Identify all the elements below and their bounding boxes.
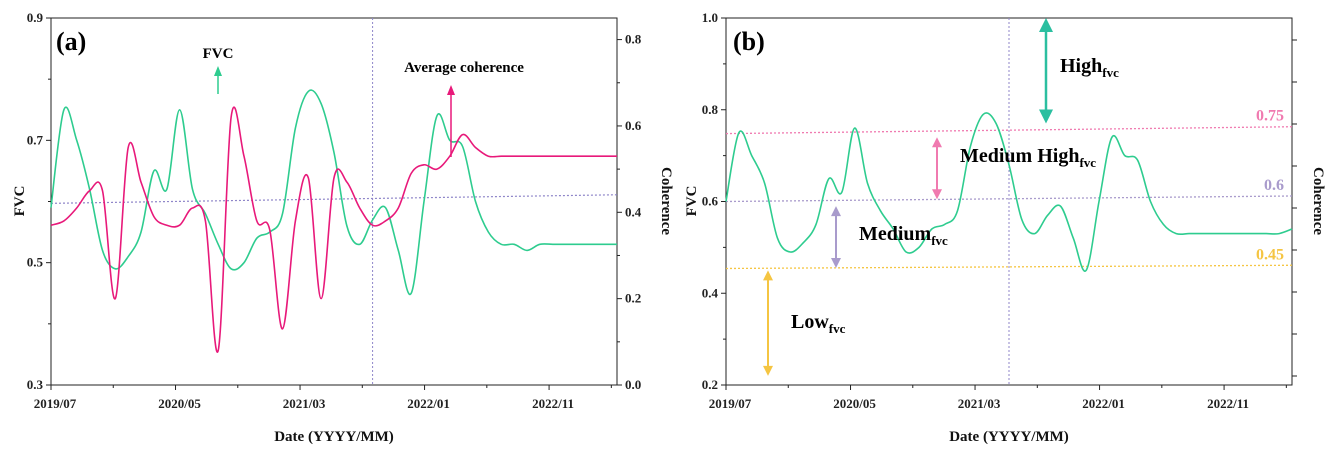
panel-b-y-ticks: 0.2 0.4 0.6 0.8 1.0 (702, 10, 726, 392)
y-tick-label: 0.8 (702, 102, 719, 117)
x-tick-label: 2021/03 (283, 396, 326, 411)
panel-b-y2-label: Coherence (1310, 167, 1326, 235)
x-tick-label: 2022/01 (407, 396, 450, 411)
threshold-label: 0.6 (1264, 177, 1284, 194)
panel-b: 0.75 0.6 0.45 0.2 0.4 0.6 0.8 1.0 2019/07 2020/… (684, 10, 1326, 445)
panel-b-y2-ticks (1292, 39, 1297, 377)
panel-a-x-ticks: 2019/07 2020/05 2021/03 2022/01 2022/11 (34, 385, 612, 411)
y2-tick-label: 0.8 (625, 32, 642, 47)
panel-b-label: (b) (733, 27, 765, 56)
panel-b-x-ticks: 2019/07 2020/05 2021/03 2022/01 2022/11 (709, 385, 1287, 411)
fvc-annotation-arrowhead (214, 66, 222, 76)
y-tick-label: 1.0 (702, 10, 718, 25)
zone-label: Lowfvc (791, 311, 846, 336)
y2-tick-label: 0.6 (625, 118, 642, 133)
x-tick-label: 2022/01 (1082, 396, 1125, 411)
y-tick-label: 0.9 (27, 10, 44, 25)
y-tick-label: 0.5 (27, 255, 44, 270)
x-tick-label: 2020/05 (833, 396, 876, 411)
zone-arrowhead-bottom (831, 258, 841, 269)
panel-b-threshold-lines: 0.75 0.6 0.45 (725, 108, 1293, 270)
x-tick-label: 2020/05 (158, 396, 201, 411)
threshold-label: 0.45 (1256, 246, 1284, 263)
zone-arrowhead-top (763, 270, 773, 281)
y-tick-label: 0.4 (702, 285, 719, 300)
y2-tick-label: 0.4 (625, 204, 642, 219)
panel-a-y2-label: Coherence (658, 167, 674, 235)
x-tick-label: 2022/11 (532, 396, 574, 411)
panel-b-y-label: FVC (684, 186, 700, 217)
panel-a-y-label: FVC (12, 186, 28, 217)
zone-arrowhead-bottom (763, 365, 773, 376)
zone-arrowhead-bottom (932, 189, 942, 200)
panel-a-fvc-trend (50, 194, 618, 204)
panel-a-y2-ticks: 0.0 0.2 0.4 0.6 0.8 (617, 32, 642, 392)
panel-a-label: (a) (56, 27, 86, 56)
zone-label: Medium Highfvc (960, 145, 1096, 170)
x-tick-label: 2019/07 (34, 396, 77, 411)
panel-a-x-label: Date (YYYY/MM) (274, 429, 394, 445)
zone-label: Highfvc (1060, 55, 1119, 80)
zone-arrowhead-top (932, 137, 942, 148)
y-tick-label: 0.2 (702, 377, 718, 392)
coherence-annotation-arrowhead (447, 85, 455, 95)
panel-a-fvc-line (50, 89, 617, 296)
panel-a-y-ticks: 0.3 0.5 0.7 0.9 (27, 10, 51, 392)
y2-tick-label: 0.0 (625, 377, 641, 392)
threshold-label: 0.75 (1256, 108, 1284, 125)
zone-arrowhead-top (1039, 18, 1053, 32)
y-tick-label: 0.6 (702, 194, 719, 209)
zone-arrowhead-bottom (1039, 109, 1053, 124)
y-tick-label: 0.3 (27, 377, 44, 392)
panel-a: 0.3 0.5 0.7 0.9 0.0 0.2 0.4 0.6 0.8 2019/07 2020… (12, 10, 674, 445)
x-tick-label: 2021/03 (958, 396, 1001, 411)
y-tick-label: 0.7 (27, 132, 44, 147)
zone-label: Mediumfvc (859, 223, 948, 248)
x-tick-label: 2022/11 (1207, 396, 1249, 411)
coherence-annotation: Average coherence (404, 60, 524, 76)
y2-tick-label: 0.2 (625, 291, 641, 306)
fvc-annotation: FVC (203, 46, 234, 62)
panel-b-x-label: Date (YYYY/MM) (949, 429, 1069, 445)
panel-b-fvc-line (725, 112, 1293, 272)
x-tick-label: 2019/07 (709, 396, 752, 411)
panel-a-coherence-line (50, 106, 617, 353)
panel-b-zones: Highfvc Medium Highfvc Mediumfvc Lowfvc (763, 18, 1119, 376)
zone-arrowhead-top (831, 206, 841, 217)
